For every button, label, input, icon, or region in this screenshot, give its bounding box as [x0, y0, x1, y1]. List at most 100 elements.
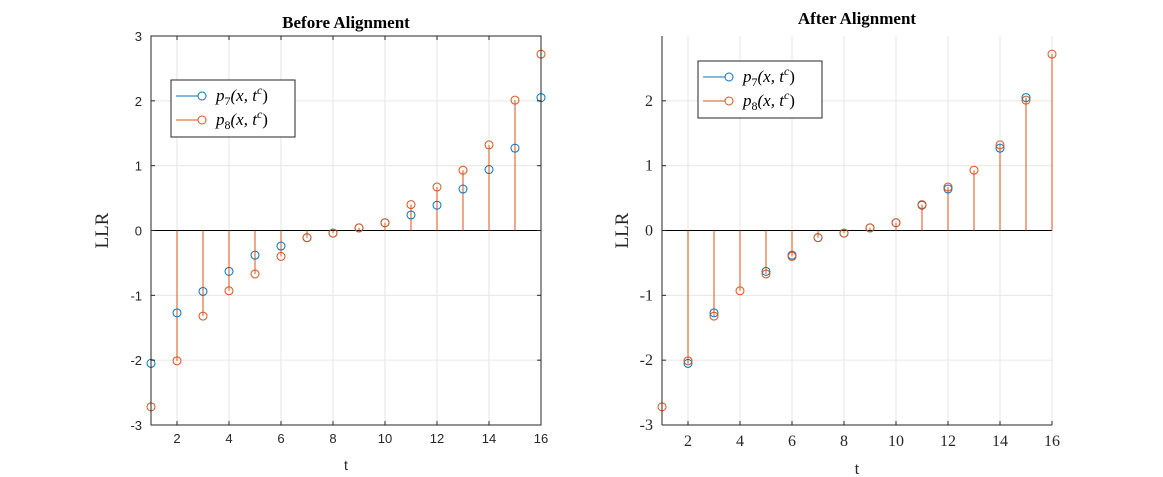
legend-label-close: ) [789, 91, 795, 110]
legend-label-series-2: p8(x, tc) [215, 107, 268, 132]
legend-box [697, 60, 823, 119]
legend-label-args: (x, t [758, 91, 786, 110]
stem-marker-series-2 [865, 223, 875, 233]
stem-marker-series-1 [198, 286, 208, 296]
x-tick-label: 10 [888, 433, 904, 450]
legend-label-superscript: c [257, 83, 263, 97]
legend-label-superscript: c [784, 64, 790, 78]
stem-marker-series-2 [917, 200, 927, 210]
x-tick-label: 12 [430, 431, 444, 446]
legend: p7(x, tc)p8(x, tc) [170, 79, 296, 138]
stem-marker-series-2 [995, 140, 1005, 150]
chart-title: Before Alignment [282, 13, 410, 32]
stem-marker-series-2 [761, 269, 771, 279]
y-tick-label: -3 [130, 418, 142, 433]
legend-marker-series-1 [197, 91, 207, 101]
legend-label-args: (x, t [758, 67, 786, 86]
stem-marker-series-2 [1047, 49, 1057, 59]
stem-marker-series-2 [406, 200, 416, 210]
chart-title: After Alignment [798, 9, 917, 28]
y-tick-label: -3 [640, 417, 653, 434]
legend-label-base: p [742, 67, 752, 86]
legend-label-series-1: p7(x, tc) [215, 83, 268, 108]
legend-label-close: ) [789, 67, 795, 86]
stem-marker-series-2 [943, 182, 953, 192]
stem-marker-series-2 [709, 311, 719, 321]
x-tick-label: 14 [992, 433, 1008, 450]
x-axis-label: t [855, 459, 860, 477]
stem-marker-series-2 [969, 165, 979, 175]
stem-marker-series-1 [224, 266, 234, 276]
x-tick-label: 4 [736, 433, 744, 450]
legend-label-series-2: p8(x, tc) [742, 88, 795, 113]
y-tick-label: 2 [645, 93, 653, 110]
y-tick-label: 1 [645, 158, 653, 175]
x-tick-label: 8 [329, 431, 336, 446]
y-axis-label: LLR [612, 212, 633, 248]
stem-marker-series-2 [1021, 95, 1031, 105]
legend-label-superscript: c [257, 107, 263, 121]
stem-marker-series-2 [172, 356, 182, 366]
stem-marker-series-2 [432, 182, 442, 192]
stem-marker-series-2 [328, 228, 338, 238]
legend-label-subscript: 7 [225, 94, 231, 108]
stem-marker-series-2 [250, 269, 260, 279]
stem-marker-series-2 [458, 165, 468, 175]
x-tick-label: 12 [940, 433, 956, 450]
stem-marker-series-1 [683, 358, 693, 368]
stem-marker-series-2 [484, 140, 494, 150]
legend-label-base: p [215, 86, 225, 105]
x-tick-label: 6 [788, 433, 796, 450]
legend-marker-series-2 [724, 96, 734, 106]
legend-label-superscript: c [784, 88, 790, 102]
legend-label-args: (x, t [231, 86, 259, 105]
legend-label-close: ) [262, 110, 268, 129]
stem-marker-series-1 [1021, 93, 1031, 103]
x-tick-label: 14 [482, 431, 496, 446]
legend-label-args: (x, t [231, 110, 259, 129]
legend-label-close: ) [262, 86, 268, 105]
stem-marker-series-2 [224, 286, 234, 296]
y-tick-label: -1 [640, 287, 653, 304]
x-tick-label: 4 [225, 431, 232, 446]
x-tick-label: 8 [840, 433, 848, 450]
stem-marker-series-2 [683, 356, 693, 366]
stem-marker-series-1 [995, 143, 1005, 153]
stem-marker-series-2 [891, 218, 901, 228]
stem-marker-series-1 [250, 250, 260, 260]
stem-marker-series-2 [276, 251, 286, 261]
legend-label-base: p [742, 91, 752, 110]
x-axis-label: t [344, 457, 348, 473]
y-tick-label: -2 [640, 352, 653, 369]
legend-label-series-1: p7(x, tc) [742, 64, 795, 89]
stem-marker-series-2 [198, 311, 208, 321]
y-axis-label: LLR [92, 212, 113, 248]
stem-marker-series-1 [406, 210, 416, 220]
stem-marker-series-1 [276, 241, 286, 251]
stem-marker-series-2 [787, 251, 797, 261]
stem-marker-series-1 [709, 308, 719, 318]
stem-marker-series-1 [761, 266, 771, 276]
stem-marker-series-2 [302, 233, 312, 243]
stem-marker-series-1 [432, 200, 442, 210]
stem-marker-series-2 [839, 228, 849, 238]
y-tick-label: -2 [130, 353, 142, 368]
legend: p7(x, tc)p8(x, tc) [697, 60, 823, 119]
y-tick-label: 0 [135, 224, 142, 239]
x-tick-label: 2 [173, 431, 180, 446]
x-tick-label: 6 [277, 431, 284, 446]
legend-label-subscript: 8 [752, 99, 758, 113]
y-tick-label: -1 [130, 288, 142, 303]
stem-marker-series-2 [380, 218, 390, 228]
legend-marker-series-2 [197, 115, 207, 125]
x-tick-label: 2 [684, 433, 692, 450]
y-tick-label: 2 [135, 94, 142, 109]
x-tick-label: 10 [378, 431, 392, 446]
stem-marker-series-1 [484, 165, 494, 175]
stem-marker-series-2 [510, 95, 520, 105]
y-tick-label: 0 [645, 223, 653, 240]
x-tick-label: 16 [1044, 433, 1060, 450]
stem-marker-series-2 [354, 223, 364, 233]
